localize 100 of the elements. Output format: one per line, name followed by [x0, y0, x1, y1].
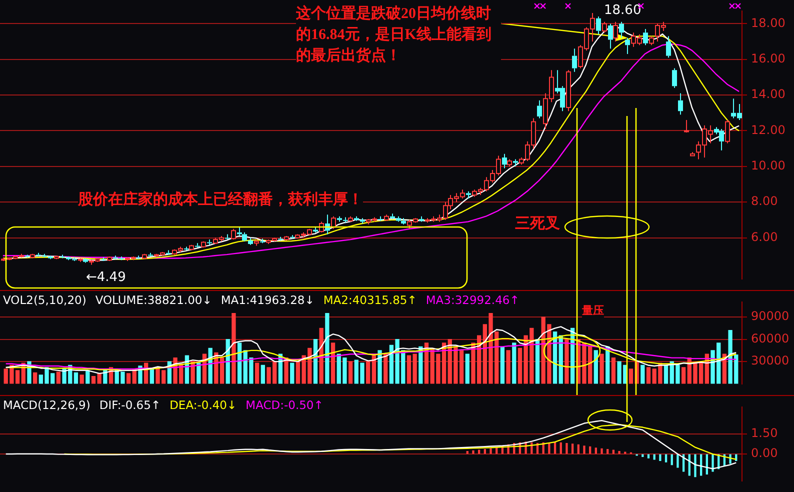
candlestick — [608, 23, 613, 50]
bar — [500, 346, 505, 384]
candlestick — [184, 246, 189, 251]
bar — [670, 454, 673, 466]
bar — [560, 442, 562, 454]
text: MA2:40315.85↑ — [323, 293, 417, 307]
annotation: VOLUME:38821.00↓ — [95, 293, 212, 307]
candlestick — [248, 237, 253, 246]
candlestick — [119, 256, 124, 261]
bar — [618, 451, 620, 454]
bar — [646, 367, 651, 384]
bar — [190, 361, 195, 384]
candlestick — [207, 239, 212, 246]
candlestick — [36, 252, 41, 257]
bar — [284, 358, 288, 384]
candlestick — [260, 238, 265, 244]
bar — [260, 364, 265, 384]
bar — [564, 338, 569, 384]
bar — [647, 454, 650, 458]
y-tick-label: 12.00 — [751, 122, 786, 137]
chart-title: MACD(12,26,9) — [3, 398, 90, 412]
bar — [348, 361, 353, 384]
bar — [600, 354, 604, 384]
bar — [594, 350, 598, 384]
bar — [566, 443, 568, 454]
y-tick-label: 60000 — [751, 331, 790, 346]
y-tick-label: 10.00 — [751, 158, 786, 173]
candlestick — [136, 255, 141, 260]
bar — [126, 373, 131, 384]
candlestick — [625, 37, 630, 55]
candlestick — [643, 28, 648, 46]
bar — [237, 342, 242, 384]
bar — [642, 454, 644, 458]
bar — [290, 362, 294, 384]
candlestick — [354, 216, 359, 222]
candlestick — [290, 234, 295, 240]
bar — [583, 446, 586, 454]
bar — [232, 313, 236, 384]
candlestick — [42, 253, 47, 258]
y-tick-label: 30000 — [751, 354, 790, 368]
candlestick — [401, 218, 406, 225]
bar — [535, 338, 540, 384]
y-tick-label: 16.00 — [751, 51, 786, 66]
candlestick — [101, 256, 106, 262]
bar — [681, 367, 686, 384]
candlestick — [672, 68, 677, 88]
candlestick — [466, 190, 471, 200]
candlestick — [278, 236, 283, 241]
bar — [466, 451, 468, 454]
bar — [664, 364, 668, 384]
annotation: MACD:-0.50↑ — [246, 398, 324, 412]
bar — [384, 354, 388, 384]
bar — [548, 443, 550, 454]
candlestick — [378, 216, 383, 222]
bar — [577, 444, 580, 454]
bar — [612, 450, 615, 454]
annotation: ←4.49 — [86, 270, 126, 285]
y-tick-label: 14.00 — [751, 87, 786, 102]
candlestick — [619, 21, 624, 38]
candlestick — [537, 100, 542, 119]
bar — [490, 448, 492, 454]
annotation: 量压 — [582, 305, 604, 318]
y-tick-label: 8.00 — [751, 194, 778, 208]
y-tick-label: 90000 — [751, 309, 790, 324]
bar — [606, 449, 609, 454]
bar — [372, 355, 376, 384]
bar — [512, 342, 516, 384]
bar — [366, 361, 370, 384]
candlestick — [502, 153, 507, 169]
bar — [465, 354, 470, 384]
bar — [32, 372, 38, 384]
bar — [80, 374, 84, 384]
bar — [611, 358, 616, 384]
candlestick — [678, 92, 683, 116]
bar — [659, 454, 662, 462]
y-tick-label: 6.00 — [751, 230, 778, 244]
y-tick-label: 0.00 — [751, 446, 778, 460]
y-tick-label: 18.00 — [751, 16, 786, 30]
text: MA3:32992.46↑ — [426, 293, 520, 307]
bar — [506, 350, 510, 384]
bar — [74, 372, 78, 384]
bar — [653, 454, 656, 460]
bar — [472, 450, 474, 454]
candlestick — [148, 252, 153, 257]
annotation: 股价在庄家的成本上已经翻番，获利丰厚！ — [78, 190, 363, 211]
bar — [571, 444, 574, 454]
bar — [640, 364, 645, 384]
bar — [378, 350, 382, 384]
text: DEA:-0.40↓ — [170, 398, 237, 412]
bar — [589, 446, 592, 454]
annotation: 这个位置是跌破20日均价线时的16.84元，是日K线上能看到的最后出货点！ — [296, 4, 501, 67]
candlestick — [666, 36, 671, 58]
annotation: 三死叉 — [515, 214, 560, 235]
chart-title: VOL2(5,10,20) — [3, 293, 86, 307]
bar — [91, 376, 96, 384]
annotation: 18.60 — [604, 3, 642, 18]
bar — [325, 313, 330, 384]
candlestick — [513, 158, 518, 167]
bar — [330, 342, 336, 384]
bar — [484, 449, 486, 454]
